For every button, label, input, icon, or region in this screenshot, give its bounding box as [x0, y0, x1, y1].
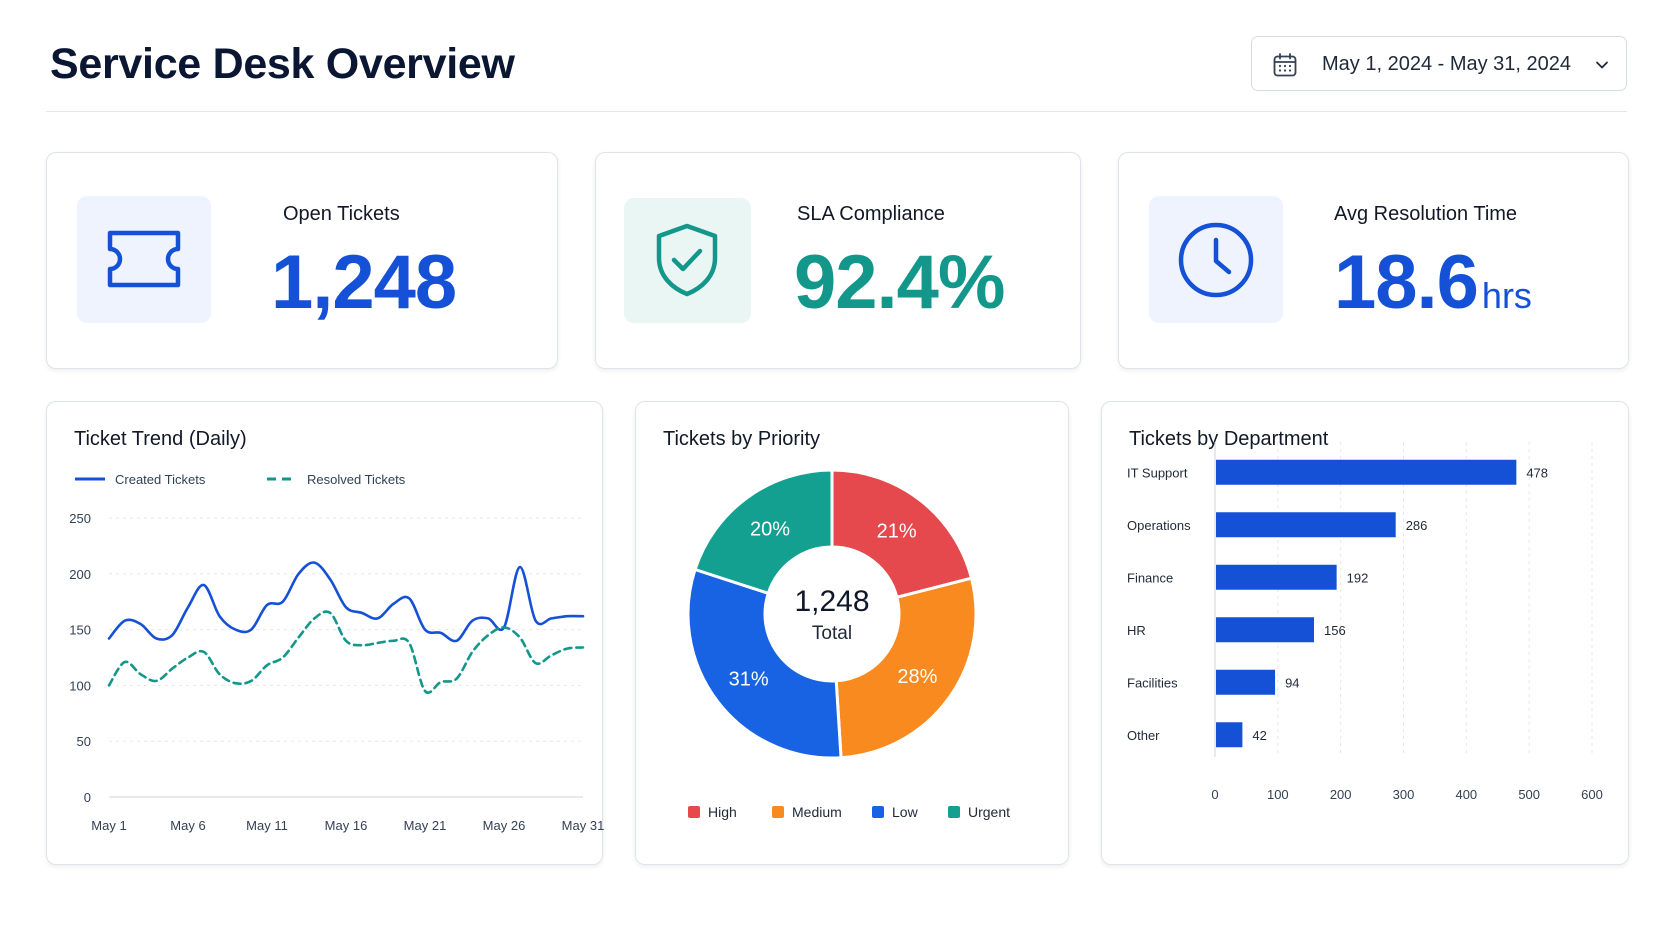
category-label: Facilities	[1127, 675, 1178, 690]
category-label: HR	[1127, 623, 1146, 638]
kpi-value: 92.4%	[794, 240, 1005, 325]
x-tick-label: 600	[1581, 787, 1603, 802]
category-label: Operations	[1127, 518, 1191, 533]
kpi-card-avg-resolution: Avg Resolution Time 18.6 hrs	[1118, 152, 1629, 369]
donut-slice-low	[686, 568, 843, 760]
legend-label: Low	[892, 804, 919, 820]
ticket-icon	[107, 230, 181, 288]
legend-swatch-high	[688, 806, 700, 818]
x-tick-label: May 16	[325, 818, 368, 833]
date-range-text: May 1, 2024 - May 31, 2024	[1322, 53, 1572, 75]
chart-legend: Created Tickets Resolved Tickets	[75, 472, 406, 487]
panel-title: Tickets by Department	[1129, 428, 1329, 450]
donut-slice-label: 20%	[750, 519, 790, 541]
y-tick-label: 0	[84, 790, 91, 805]
donut-center-label: Total	[812, 623, 852, 644]
x-tick-label: 0	[1211, 787, 1218, 802]
ticket-icon-box	[77, 196, 211, 323]
y-tick-label: 150	[69, 623, 91, 638]
bar-value-label: 42	[1252, 728, 1266, 743]
date-range-picker[interactable]: May 1, 2024 - May 31, 2024	[1251, 36, 1627, 91]
x-tick-label: May 21	[404, 818, 447, 833]
clock-icon-box	[1149, 196, 1283, 323]
bar-it-support	[1216, 459, 1517, 485]
y-tick-label: 50	[77, 734, 91, 749]
y-tick-label: 100	[69, 678, 91, 693]
priority-donut-chart: 21% 28% 31% 20% 1,248 Total High Medium Low Urgen…	[686, 468, 1010, 820]
bar-hr	[1216, 617, 1315, 643]
chart-legend: High Medium Low Urgent	[688, 804, 1010, 820]
page-header: Service Desk Overview May 1, 2024 - May …	[46, 28, 1627, 112]
kpi-value-unit: hrs	[1481, 275, 1532, 316]
x-tick-label: May 31	[562, 818, 604, 833]
bar-value-label: 156	[1324, 623, 1346, 638]
x-tick-label: May 1	[91, 818, 126, 833]
x-tick-label: 100	[1267, 787, 1289, 802]
page-title: Service Desk Overview	[50, 40, 515, 88]
series-line-1	[107, 610, 585, 694]
y-tick-label: 200	[69, 567, 91, 582]
kpi-card-sla-compliance: SLA Compliance 92.4%	[595, 152, 1081, 369]
y-tick-label: 250	[69, 511, 91, 526]
kpi-label: SLA Compliance	[797, 203, 945, 225]
donut-center-value: 1,248	[794, 585, 869, 618]
bar-operations	[1216, 512, 1396, 538]
panel-title: Ticket Trend (Daily)	[74, 428, 247, 450]
x-tick-label: 200	[1330, 787, 1352, 802]
kpi-label: Open Tickets	[283, 203, 400, 225]
legend-label: Medium	[792, 804, 842, 820]
bar-facilities	[1216, 669, 1276, 695]
bar-value-label: 286	[1406, 518, 1428, 533]
x-tick-label: May 26	[483, 818, 526, 833]
bar-other	[1216, 722, 1243, 748]
category-label: IT Support	[1127, 465, 1188, 480]
legend-swatch-low	[872, 806, 884, 818]
donut-slice-urgent	[693, 468, 834, 595]
legend-swatch-urgent	[948, 806, 960, 818]
department-bar-chart: 0 100 200 300 400 500 600 IT Support 478 Operatio…	[1127, 442, 1603, 802]
tickets-by-department-panel: Tickets by Department 0 100 200 300 400 500 60…	[1101, 401, 1629, 865]
shield-icon-box	[624, 198, 751, 323]
donut-slice-label: 31%	[729, 669, 769, 691]
ticket-trend-panel: Ticket Trend (Daily) Created Tickets Reso…	[46, 401, 604, 865]
bar-value-label: 94	[1285, 675, 1299, 690]
tickets-by-priority-panel: Tickets by Priority 21% 28% 31% 20% 1,248 Tot…	[635, 401, 1069, 865]
clock-icon	[1178, 222, 1254, 298]
kpi-value: 1,248	[271, 240, 457, 325]
donut-slice-high	[830, 468, 973, 599]
panel-title: Tickets by Priority	[663, 428, 821, 450]
category-label: Other	[1127, 728, 1160, 743]
chevron-down-icon	[1596, 61, 1608, 69]
x-tick-label: May 6	[170, 818, 205, 833]
x-tick-label: 500	[1518, 787, 1540, 802]
ticket-trend-chart: Created Tickets Resolved Tickets 0 50 100 150…	[69, 472, 604, 833]
bar-value-label: 478	[1526, 465, 1548, 480]
legend-label: Urgent	[968, 804, 1010, 820]
bar-finance	[1216, 564, 1337, 590]
category-label: Finance	[1127, 570, 1173, 585]
x-tick-label: 300	[1393, 787, 1415, 802]
calendar-icon	[1273, 53, 1297, 77]
legend-label: High	[708, 804, 737, 820]
donut-slice-label: 28%	[897, 666, 937, 688]
x-tick-label: May 11	[246, 818, 288, 833]
bar-value-label: 192	[1347, 570, 1369, 585]
kpi-card-open-tickets: Open Tickets 1,248	[46, 152, 558, 369]
kpi-label: Avg Resolution Time	[1334, 203, 1518, 225]
donut-slice-label: 21%	[877, 521, 917, 543]
kpi-value: 18.6 hrs	[1334, 245, 1532, 321]
legend-swatch-medium	[772, 806, 784, 818]
legend-label: Created Tickets	[115, 472, 206, 487]
legend-label: Resolved Tickets	[307, 472, 406, 487]
kpi-value-number: 18.6	[1334, 240, 1479, 325]
donut-slice-medium	[834, 576, 978, 760]
shield-check-icon	[656, 223, 718, 297]
x-tick-label: 400	[1455, 787, 1477, 802]
